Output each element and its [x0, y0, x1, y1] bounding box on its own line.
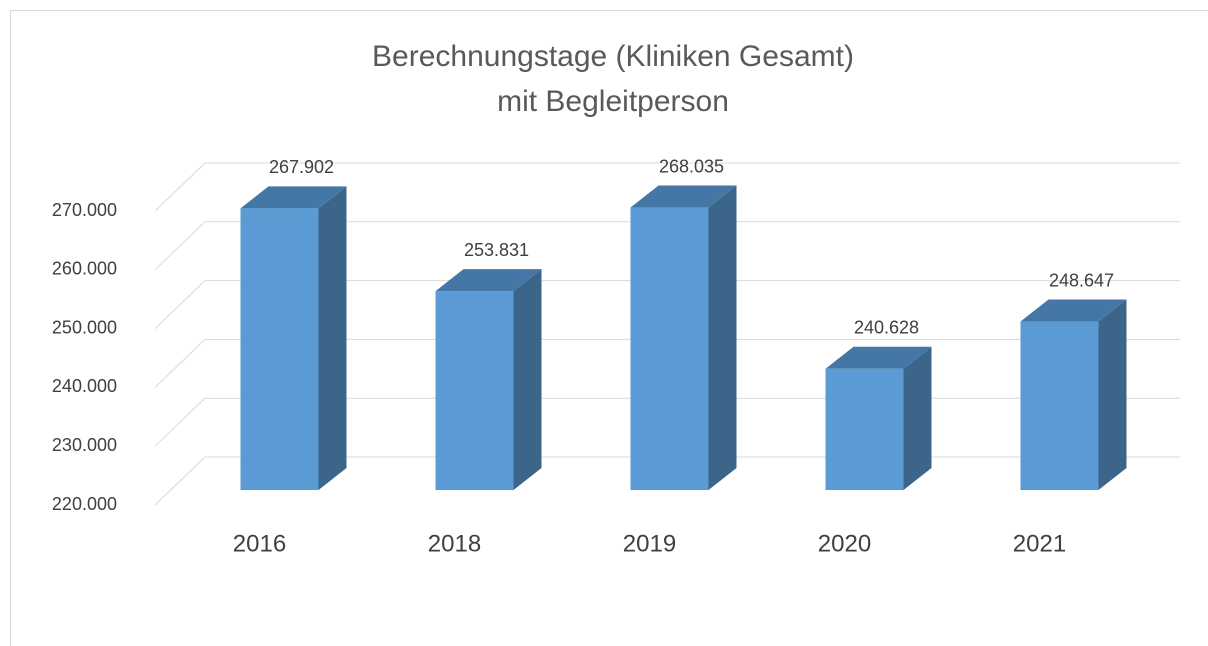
x-tick-label: 2019 [623, 530, 676, 557]
bar-top [825, 346, 932, 369]
bar-side [513, 269, 542, 490]
bar-side [708, 185, 737, 490]
grid-line [154, 221, 206, 271]
x-tick-label: 2020 [818, 530, 871, 557]
y-tick-label: 230.000 [52, 435, 117, 455]
x-tick-label: 2018 [428, 530, 481, 557]
bar [435, 291, 514, 490]
y-tick-label: 260.000 [52, 259, 117, 279]
x-tick-label: 2016 [233, 530, 286, 557]
chart-frame [10, 10, 1208, 646]
bar [240, 208, 319, 490]
bar [825, 368, 904, 490]
data-label: 268.035 [659, 156, 724, 176]
bar-side [903, 346, 932, 490]
bar [1020, 321, 1099, 490]
grid-line [154, 280, 206, 329]
x-tick-label: 2021 [1013, 530, 1066, 557]
data-label: 253.831 [464, 240, 529, 260]
grid-line [154, 162, 206, 212]
data-label: 248.647 [1049, 270, 1114, 290]
grid-line [154, 397, 206, 447]
y-tick-label: 220.000 [52, 494, 117, 514]
bar-top [240, 186, 347, 209]
data-label: 240.628 [854, 317, 919, 337]
bar [630, 207, 709, 490]
bar-top [1020, 299, 1127, 322]
y-tick-label: 270.000 [52, 200, 117, 220]
bar-top [630, 185, 737, 208]
chart-title: Berechnungstage (Kliniken Gesamt) [372, 40, 854, 73]
bar-side [1098, 299, 1127, 490]
grid-line [154, 456, 206, 506]
y-tick-label: 250.000 [52, 317, 117, 337]
grid-line [154, 339, 206, 388]
y-tick-label: 240.000 [52, 376, 117, 396]
data-label: 267.902 [269, 157, 334, 177]
bar-top [435, 269, 542, 292]
bar-side [318, 186, 347, 490]
chart-title: mit Begleitperson [497, 85, 729, 118]
